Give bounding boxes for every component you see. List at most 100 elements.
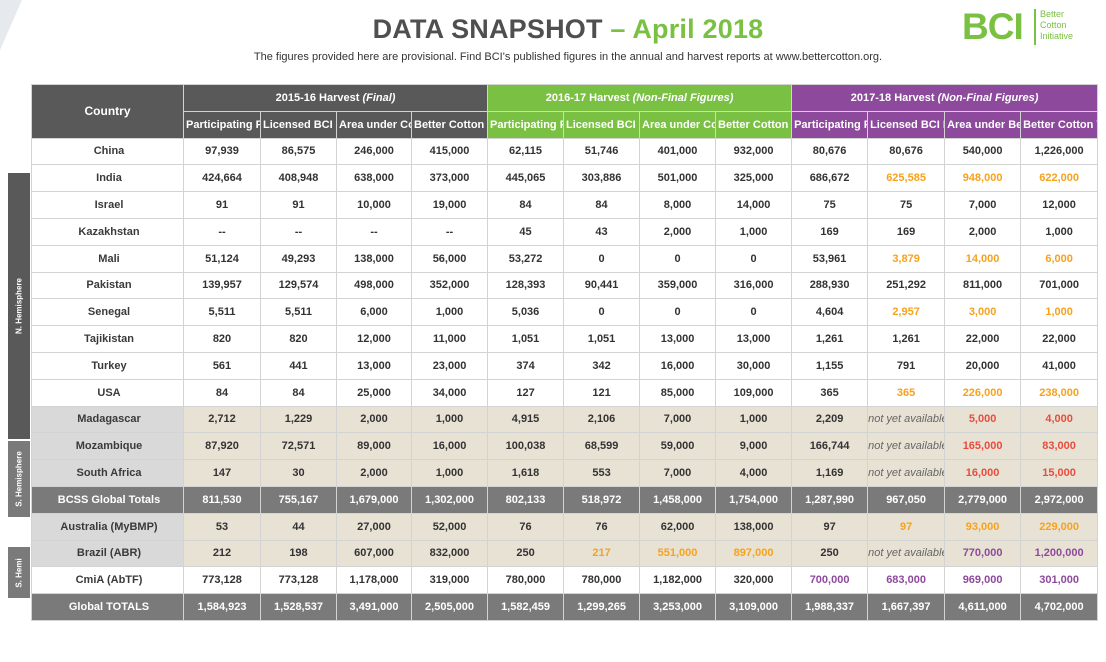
value-cell: 13,000 xyxy=(715,325,793,353)
value-cell: 791 xyxy=(867,351,946,380)
page-title: DATA SNAPSHOT – April 2018 xyxy=(0,14,1106,45)
country-cell: Mozambique xyxy=(31,432,184,461)
sidebar-north-hemisphere: N. Hemisphere xyxy=(8,173,30,439)
column-header: Licensed BCI Farmers xyxy=(260,110,337,139)
value-cell: 217 xyxy=(563,539,641,568)
value-cell: 51,124 xyxy=(183,244,261,273)
value-cell: 100,038 xyxy=(487,432,565,461)
value-cell: 359,000 xyxy=(639,271,717,300)
country-cell: Madagascar xyxy=(31,405,184,434)
value-cell: 373,000 xyxy=(410,164,489,193)
value-cell: 51,746 xyxy=(563,137,641,166)
column-header: Better Cotton Volume [MT lint] xyxy=(410,110,489,139)
value-cell: 301,000 xyxy=(1020,566,1099,595)
value-cell: 109,000 xyxy=(715,378,793,407)
country-cell: China xyxy=(31,137,184,166)
table-row: Turkey 561 441 13,000 23,000 374 342 16,000 30,0… xyxy=(31,351,1099,380)
value-cell: 52,000 xyxy=(410,512,489,541)
value-cell: 53,272 xyxy=(487,244,565,273)
value-cell: 22,000 xyxy=(1020,325,1099,353)
value-cell: 12,000 xyxy=(336,325,412,353)
country-cell: BCSS Global Totals xyxy=(31,485,184,514)
value-cell: 84 xyxy=(260,378,337,407)
value-cell: 139,957 xyxy=(183,271,261,300)
bci-logo-text: Better Cotton Initiative xyxy=(1034,9,1084,45)
value-cell: 1,584,923 xyxy=(183,593,261,622)
value-cell: 4,915 xyxy=(487,405,565,434)
value-cell: 1,299,265 xyxy=(563,593,641,622)
value-cell: 12,000 xyxy=(1020,191,1099,219)
table-row: Australia (MyBMP) 53 44 27,000 52,000 76 76 62,… xyxy=(31,512,1099,541)
value-cell: 811,530 xyxy=(183,485,261,514)
value-cell: 1,200,000 xyxy=(1020,539,1099,568)
value-cell: 683,000 xyxy=(867,566,946,595)
value-cell: 138,000 xyxy=(715,512,793,541)
value-cell: 625,585 xyxy=(867,164,946,193)
value-cell: 3,253,000 xyxy=(639,593,717,622)
table-row: India 424,664 408,948 638,000 373,000 445,065… xyxy=(31,164,1099,193)
value-cell: 1,169 xyxy=(791,459,869,487)
value-cell: 121 xyxy=(563,378,641,407)
value-cell: 84 xyxy=(563,191,641,219)
table-row: BCSS Global Totals 811,530 755,167 1,679,00… xyxy=(31,485,1099,514)
value-cell: 967,050 xyxy=(867,485,946,514)
table-row: Senegal 5,511 5,511 6,000 1,000 5,036 0 0 0 4,604… xyxy=(31,298,1099,327)
value-cell: 1,051 xyxy=(487,325,565,353)
value-cell: 53 xyxy=(183,512,261,541)
value-cell: 250 xyxy=(791,539,869,568)
value-cell: 15,000 xyxy=(1020,459,1099,487)
value-cell: 1,287,990 xyxy=(791,485,869,514)
value-cell: 1,155 xyxy=(791,351,869,380)
value-cell: 365 xyxy=(867,378,946,407)
value-cell: 1,182,000 xyxy=(639,566,717,595)
country-cell: Israel xyxy=(31,191,184,219)
value-cell: 20,000 xyxy=(944,351,1022,380)
value-cell: 374 xyxy=(487,351,565,380)
country-header: Country xyxy=(31,84,184,139)
value-cell: 303,886 xyxy=(563,164,641,193)
value-cell: 4,000 xyxy=(1020,405,1099,434)
country-cell: Mali xyxy=(31,244,184,273)
column-header: Area under Cotton Cultivation [Ha] xyxy=(336,110,412,139)
value-cell: 4,000 xyxy=(715,459,793,487)
value-cell: 56,000 xyxy=(410,244,489,273)
value-cell: 5,511 xyxy=(183,298,261,327)
value-cell: 165,000 xyxy=(944,432,1022,461)
value-cell: -- xyxy=(260,217,337,246)
value-cell: 10,000 xyxy=(336,191,412,219)
bci-logo: BCI Better Cotton Initiative xyxy=(962,6,1086,48)
value-cell: 11,000 xyxy=(410,325,489,353)
table-row: Pakistan 139,957 129,574 498,000 352,000 128,… xyxy=(31,271,1099,300)
table-row: Mozambique 87,920 72,571 89,000 16,000 100,03… xyxy=(31,432,1099,461)
group-label: 2015-16 Harvest xyxy=(275,91,363,104)
value-cell: 212 xyxy=(183,539,261,568)
value-cell: 0 xyxy=(563,298,641,327)
value-cell: 83,000 xyxy=(1020,432,1099,461)
value-cell: 53,961 xyxy=(791,244,869,273)
value-cell: 1,582,459 xyxy=(487,593,565,622)
country-cell: Turkey xyxy=(31,351,184,380)
value-cell: 540,000 xyxy=(944,137,1022,166)
value-cell: 1,178,000 xyxy=(336,566,412,595)
value-cell: 1,000 xyxy=(410,459,489,487)
table-body: China 97,939 86,575 246,000 415,000 62,115 51,… xyxy=(31,137,1099,622)
country-cell: Tajikistan xyxy=(31,325,184,353)
value-cell: 86,575 xyxy=(260,137,337,166)
value-cell: 342 xyxy=(563,351,641,380)
value-cell: 3,491,000 xyxy=(336,593,412,622)
value-cell: 1,229 xyxy=(260,405,337,434)
value-cell: 30 xyxy=(260,459,337,487)
value-cell: 72,571 xyxy=(260,432,337,461)
country-cell: India xyxy=(31,164,184,193)
value-cell: 75 xyxy=(791,191,869,219)
value-cell: 97 xyxy=(867,512,946,541)
sidebar-label: N. Hemisphere xyxy=(14,277,24,335)
value-cell: 288,930 xyxy=(791,271,869,300)
value-cell: 62,115 xyxy=(487,137,565,166)
value-cell: 246,000 xyxy=(336,137,412,166)
value-cell: 23,000 xyxy=(410,351,489,380)
value-cell: 4,604 xyxy=(791,298,869,327)
value-cell: not yet available xyxy=(867,459,946,487)
value-cell: 1,528,537 xyxy=(260,593,337,622)
title-main: DATA SNAPSHOT xyxy=(372,14,603,44)
